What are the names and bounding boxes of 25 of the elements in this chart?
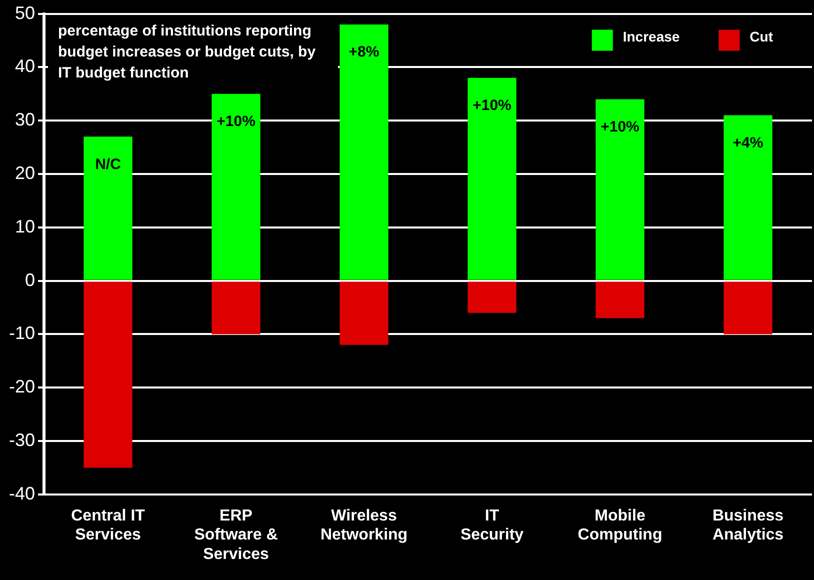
x-tick-label: IT Security — [460, 507, 524, 544]
annotation: +10% — [472, 97, 512, 114]
y-tick-label: 50 — [14, 2, 36, 23]
legend-label: Increase — [622, 28, 680, 45]
annotation: N/C — [95, 156, 122, 173]
x-tick-label: Central IT Services — [71, 507, 146, 544]
y-tick-label: 30 — [14, 110, 36, 130]
annotation: +10% — [216, 113, 256, 130]
y-tick-label: 20 — [14, 162, 36, 183]
x-tick-label: Mobile Computing — [578, 507, 662, 544]
x-tick-label: Business Analytics — [712, 507, 784, 544]
x-tick-label: ERP Software & Services — [194, 507, 278, 563]
annotation: +10% — [600, 118, 640, 136]
y-tick-label: 10 — [14, 216, 36, 236]
text: percentage of institutions reporting budget increases or budget cuts, by IT budget function — [58, 22, 316, 82]
legend-label: Cut — [750, 28, 774, 45]
annotation: +4% — [732, 134, 764, 152]
y-tick-label: -10 — [9, 323, 36, 344]
x-tick-label: Wireless Networking — [320, 507, 408, 544]
annotation: +8% — [348, 44, 380, 61]
y-tick-label: 40 — [14, 56, 36, 76]
y-tick-label: -20 — [9, 376, 36, 397]
y-tick-label: -40 — [9, 483, 36, 504]
y-tick-label: 0 — [25, 270, 36, 290]
y-tick-label: -30 — [9, 430, 36, 450]
